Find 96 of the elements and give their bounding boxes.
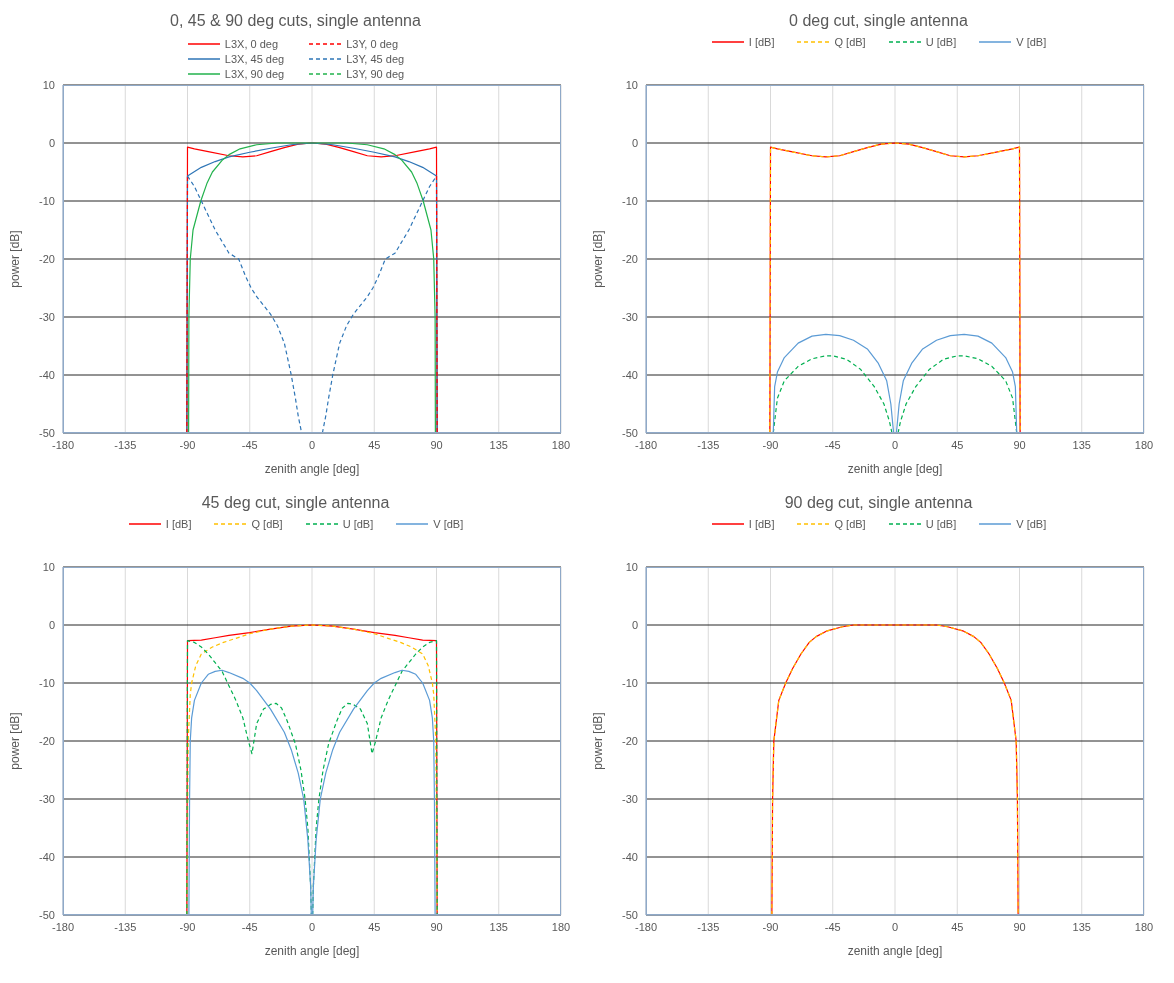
x-tick-label: -180 [51,438,75,451]
y-tick-label: -20 [39,734,55,747]
y-tick-label: -30 [622,792,638,805]
legend-label: Q [dB] [251,518,283,530]
legend-label: Q [dB] [834,36,866,48]
y-tick-label: -40 [622,850,638,863]
x-tick-label: -45 [824,920,841,933]
x-tick-label: -45 [241,920,258,933]
x-tick-label: -90 [179,438,196,451]
x-tick-label: 90 [1013,920,1026,933]
y-tick-label: -10 [622,676,638,689]
y-tick-label: 0 [48,136,55,149]
x-tick-label: 0 [891,438,899,451]
y-tick-label: -10 [39,676,55,689]
y-tick-label: 10 [625,78,638,91]
legend-label: V [dB] [1016,518,1047,530]
legend-label: L3Y, 0 deg [346,37,398,50]
x-tick-label: 45 [951,438,964,451]
chart-title: 0, 45 & 90 deg cuts, single antenna [169,11,422,30]
y-axis-title: power [dB] [8,230,23,288]
x-tick-label: 180 [1134,920,1154,933]
x-tick-label: 135 [489,438,508,451]
x-axis-title: zenith angle [deg] [847,944,943,958]
chart-title: 45 deg cut, single antenna [200,493,391,512]
y-tick-label: 10 [42,560,55,573]
x-tick-label: 0 [308,438,316,451]
y-tick-label: 0 [631,618,638,631]
y-tick-label: -50 [39,908,55,921]
x-tick-label: 180 [1134,438,1154,451]
x-tick-label: -135 [697,920,720,933]
x-tick-label: -90 [179,920,196,933]
legend-label: U [dB] [925,518,957,530]
y-tick-label: -10 [622,194,638,207]
x-tick-label: -135 [114,438,137,451]
y-tick-label: -30 [39,310,55,323]
x-tick-label: -90 [762,920,779,933]
y-axis-title: power [dB] [8,712,23,770]
legend-label: I [dB] [165,518,192,530]
y-tick-label: -50 [622,908,638,921]
legend-label: V [dB] [1016,36,1047,48]
legend-label: V [dB] [433,518,464,530]
y-tick-label: 0 [631,136,638,149]
x-tick-label: 180 [551,920,571,933]
legend-label: I [dB] [748,36,775,48]
legend-label: U [dB] [342,518,374,530]
line-series [771,624,1019,915]
legend-label: L3X, 90 deg [224,67,285,80]
x-tick-label: 135 [1072,920,1091,933]
x-tick-label: 45 [368,438,381,451]
x-tick-label: 90 [430,438,443,451]
legend-label: I [dB] [748,518,775,530]
x-tick-label: 180 [551,438,571,451]
x-tick-label: -180 [51,920,75,933]
x-tick-label: -180 [634,920,658,933]
legend-label: L3X, 0 deg [224,37,279,50]
y-tick-label: -40 [39,368,55,381]
legend-label: L3Y, 45 deg [346,52,405,65]
x-tick-label: -45 [241,438,258,451]
x-tick-label: 90 [430,920,443,933]
y-tick-label: -40 [39,850,55,863]
x-tick-label: -135 [114,920,137,933]
x-tick-label: -90 [762,438,779,451]
x-tick-label: -180 [634,438,658,451]
x-tick-label: 135 [489,920,508,933]
y-axis-title: power [dB] [591,712,606,770]
x-tick-label: 135 [1072,438,1091,451]
legend-label: L3Y, 90 deg [346,67,405,80]
x-tick-label: 45 [368,920,381,933]
x-axis-title: zenith angle [deg] [264,944,360,958]
chart-title: 0 deg cut, single antenna [788,11,969,30]
y-tick-label: -10 [39,194,55,207]
y-tick-label: -50 [622,426,638,439]
y-tick-label: 10 [42,78,55,91]
x-tick-label: -45 [824,438,841,451]
y-tick-label: -30 [39,792,55,805]
y-tick-label: 10 [625,560,638,573]
y-tick-label: -30 [622,310,638,323]
x-tick-label: 0 [308,920,316,933]
x-tick-label: 45 [951,920,964,933]
y-tick-label: -20 [622,734,638,747]
x-tick-label: 90 [1013,438,1026,451]
x-tick-label: 0 [891,920,899,933]
x-axis-title: zenith angle [deg] [264,462,360,476]
legend-label: U [dB] [925,36,957,48]
legend-label: L3X, 45 deg [224,52,285,65]
legend-label: Q [dB] [834,518,866,530]
x-tick-label: -135 [697,438,720,451]
y-tick-label: -40 [622,368,638,381]
y-tick-label: 0 [48,618,55,631]
chart-title: 90 deg cut, single antenna [783,493,974,512]
y-tick-label: -20 [39,252,55,265]
x-axis-title: zenith angle [deg] [847,462,943,476]
y-tick-label: -50 [39,426,55,439]
y-tick-label: -20 [622,252,638,265]
y-axis-title: power [dB] [591,230,606,288]
line-series [769,142,1021,433]
